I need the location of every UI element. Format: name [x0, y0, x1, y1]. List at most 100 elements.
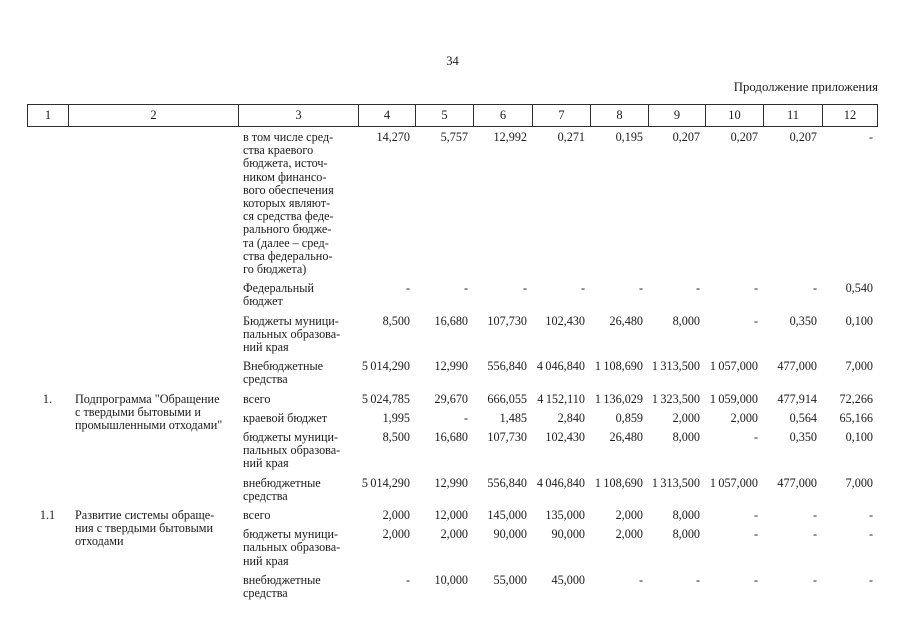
value-cell: 477,914: [763, 391, 822, 406]
value-cell: -: [705, 572, 763, 600]
value-cell: 102,430: [532, 314, 590, 355]
value-text: -: [868, 508, 873, 523]
value-text: 90,000: [551, 527, 585, 542]
value-text: 2,000: [615, 527, 643, 542]
value-cell: 0,207: [763, 130, 822, 276]
value-text: 2,000: [382, 508, 410, 523]
value-cell: 72,266: [822, 391, 878, 406]
value-text: 0,100: [845, 430, 873, 445]
value-text: 1 057,000: [709, 359, 758, 374]
value-text: 8,000: [672, 313, 700, 328]
value-cell: 2,000: [590, 508, 648, 522]
value-text: 477,914: [777, 391, 817, 406]
value-cell: 29,670: [415, 391, 473, 406]
value-cell: 0,100: [822, 313, 878, 355]
value-text: 8,500: [382, 430, 410, 445]
funding-source-label: внебюджетные средства: [243, 572, 321, 601]
value-cell: 1 313,500: [648, 476, 705, 503]
value-cell: -: [473, 282, 532, 308]
value-text: 666,055: [487, 391, 527, 406]
value-text: 0,350: [789, 430, 817, 445]
value-cell: 7,000: [822, 475, 878, 503]
value-cell: 0,195: [590, 130, 648, 276]
item-name: Развитие системы обраще- ния с твердыми …: [75, 508, 215, 549]
value-text: 1 323,500: [651, 391, 700, 406]
item-number: 1.: [42, 391, 53, 406]
value-cell: 12,990: [415, 360, 473, 386]
column-header-cell: 4: [359, 105, 416, 126]
column-header-cell: 7: [533, 105, 591, 126]
value-text: 2,000: [440, 527, 468, 542]
value-text: 12,992: [493, 130, 527, 144]
value-cell: 2,000: [705, 411, 763, 425]
value-text: 135,000: [545, 508, 585, 523]
value-cell: 7,000: [822, 360, 878, 386]
value-cell: 8,000: [648, 430, 705, 471]
value-text: 7,000: [845, 475, 873, 490]
value-cell: 556,840: [473, 360, 532, 386]
value-text: -: [753, 572, 758, 587]
value-cell: 90,000: [473, 528, 532, 568]
table-row: Федеральный бюджет - - - - - - - - 0,540: [238, 281, 878, 309]
value-cell: -: [822, 508, 878, 523]
value-cell: 4 152,110: [532, 392, 590, 406]
value-text: -: [753, 430, 758, 445]
value-cell: 102,430: [532, 430, 590, 471]
value-text: 5 014,290: [361, 359, 410, 374]
value-cell: 2,840: [532, 411, 590, 425]
value-text: 1 057,000: [709, 475, 758, 490]
value-text: -: [812, 527, 817, 542]
value-cell: -: [822, 130, 878, 276]
value-text: -: [638, 572, 643, 587]
value-text: -: [812, 508, 817, 523]
value-cell: 8,500: [358, 313, 415, 355]
value-text: 16,680: [434, 313, 468, 328]
value-cell: 5 014,290: [358, 360, 415, 386]
value-text: -: [753, 281, 758, 296]
value-text: 29,670: [434, 391, 468, 406]
value-cell: 45,000: [532, 573, 590, 600]
item-number: [27, 131, 68, 393]
value-cell: -: [763, 528, 822, 568]
value-text: 65,166: [839, 410, 873, 425]
value-text: 12,990: [434, 475, 468, 490]
value-text: 72,266: [839, 391, 873, 406]
value-text: 12,000: [434, 508, 468, 523]
value-cell: 5 024,785: [358, 391, 415, 406]
value-text: 0,207: [730, 130, 758, 144]
value-text: -: [405, 572, 410, 587]
value-cell: 1 057,000: [705, 360, 763, 386]
funding-source-label: Внебюджетные средства: [243, 359, 324, 387]
value-text: 102,430: [545, 430, 585, 445]
value-text: 0,207: [789, 130, 817, 144]
value-text: 2,000: [672, 410, 700, 425]
value-text: 10,000: [434, 572, 468, 587]
value-cell: 1 136,029: [590, 392, 648, 406]
value-cell: 107,730: [473, 430, 532, 471]
value-cell: 0,271: [532, 130, 590, 276]
value-cell: 0,859: [590, 411, 648, 425]
column-header-cell: 10: [706, 105, 764, 126]
column-header-cell: 6: [474, 105, 533, 126]
value-text: -: [812, 281, 817, 296]
value-text: 556,840: [487, 359, 527, 374]
table-row: внебюджетные средства - 10,000 55,000 45,000…: [238, 572, 878, 601]
value-text: 55,000: [493, 572, 527, 587]
funding-source-label: Федеральный бюджет: [243, 281, 314, 309]
value-text: 8,500: [382, 313, 410, 328]
value-text: 5 024,785: [361, 391, 410, 406]
value-cell: 8,000: [648, 528, 705, 568]
value-text: 90,000: [493, 527, 527, 542]
value-cell: 16,680: [415, 430, 473, 471]
table-row: бюджеты муници- пальных образова- ний кр…: [238, 430, 878, 471]
value-text: 0,100: [845, 313, 873, 328]
item-number: 1.1: [39, 508, 56, 523]
value-text: -: [580, 281, 585, 296]
value-cell: 1 323,500: [648, 391, 705, 406]
value-cell: 2,000: [415, 528, 473, 568]
funding-source-label: в том числе сред- ства краевого бюджета,…: [243, 130, 334, 277]
value-text: 0,195: [615, 130, 643, 144]
value-cell: 0,207: [648, 130, 705, 276]
funding-source-label: Бюджеты муници- пальных образова- ний кр…: [243, 313, 341, 355]
value-text: 7,000: [845, 359, 873, 374]
